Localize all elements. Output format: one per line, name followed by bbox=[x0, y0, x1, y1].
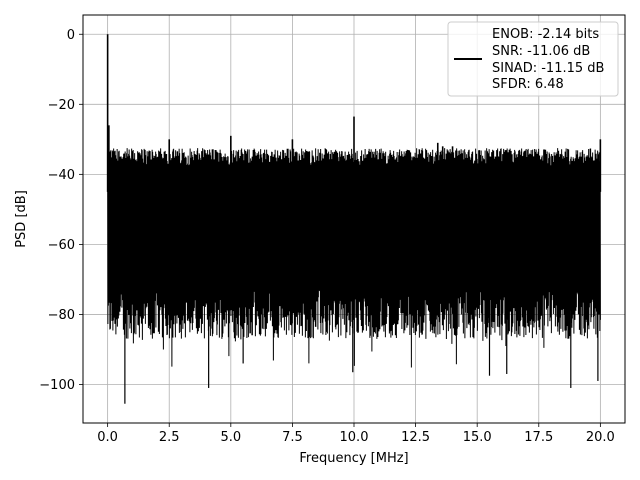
y-tick-label: −80 bbox=[48, 308, 75, 323]
legend-line-enob: ENOB: -2.14 bits bbox=[492, 27, 599, 42]
legend-line-sfdr: SFDR: 6.48 bbox=[492, 77, 564, 92]
x-tick-label: 5.0 bbox=[220, 430, 241, 445]
x-tick-label: 10.0 bbox=[340, 430, 369, 445]
x-tick-label: 20.0 bbox=[586, 430, 615, 445]
y-tick-label: −20 bbox=[48, 98, 75, 113]
legend-line-snr: SNR: -11.06 dB bbox=[492, 44, 590, 59]
x-tick-label: 0.0 bbox=[97, 430, 118, 445]
x-axis-label: Frequency [MHz] bbox=[299, 451, 408, 466]
y-tick-label: −40 bbox=[48, 168, 75, 183]
x-tick-label: 12.5 bbox=[401, 430, 430, 445]
legend-line-sinad: SINAD: -11.15 dB bbox=[492, 61, 604, 76]
plot-area bbox=[106, 34, 602, 404]
y-tick-label: −60 bbox=[48, 238, 75, 253]
x-tick-label: 15.0 bbox=[463, 430, 492, 445]
x-tick-label: 7.5 bbox=[282, 430, 303, 445]
y-tick-label: −100 bbox=[39, 378, 75, 393]
psd-dense-core bbox=[107, 181, 601, 287]
ticks: 0.0 2.5 5.0 7.5 10.0 12.5 15.0 17.5 20.0 0 −20 −40 −… bbox=[39, 28, 615, 445]
legend-box bbox=[447, 21, 619, 97]
legend: ENOB: -2.14 bits SNR: -11.06 dB SINAD: -… bbox=[447, 21, 619, 97]
y-axis-label: PSD [dB] bbox=[14, 190, 29, 248]
x-tick-label: 17.5 bbox=[524, 430, 553, 445]
x-tick-label: 2.5 bbox=[159, 430, 180, 445]
y-tick-label: 0 bbox=[67, 28, 75, 43]
